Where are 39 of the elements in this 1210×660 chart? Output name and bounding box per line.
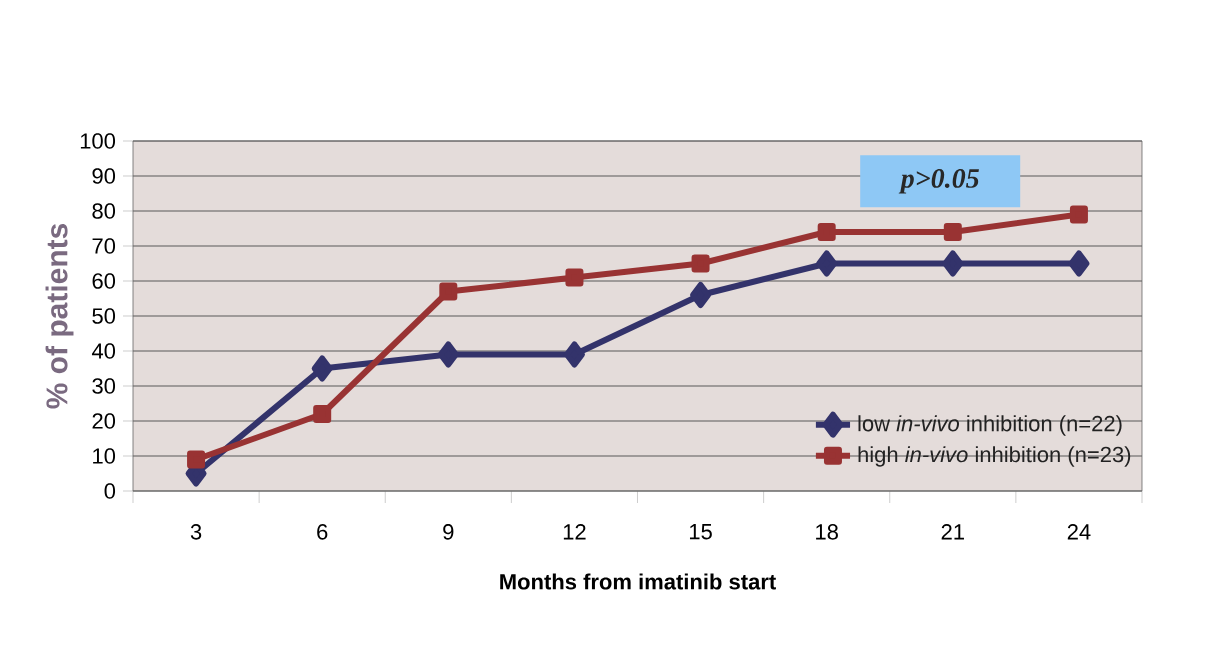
y-tick-label: 100 [80, 133, 116, 149]
x-tick-label: 3 [190, 524, 202, 540]
point [565, 268, 584, 287]
y-tick-label: 70 [92, 238, 116, 254]
y-tick-label: 40 [91, 343, 116, 359]
y-tick-label: 60 [92, 273, 116, 289]
legend-label: high in-vivo inhibition (n=23) [858, 446, 1131, 467]
y-tick-label: 50 [92, 308, 116, 324]
point [187, 450, 206, 469]
x-tick-label: 6 [317, 524, 328, 540]
point [816, 250, 838, 277]
point [437, 341, 459, 368]
y-tick-label: 90 [92, 168, 116, 184]
point [1069, 205, 1088, 224]
point [690, 282, 712, 308]
x-tick-label: 18 [816, 524, 838, 540]
legend-label: low in-vivo inhibition (n=22) [858, 415, 1122, 436]
y-tick-label: 10 [93, 448, 116, 464]
point [942, 250, 964, 277]
point [313, 405, 332, 423]
x-tick-label: 12 [563, 524, 586, 540]
y-tick-label: 30 [92, 378, 116, 394]
x-tick-label: 24 [1067, 524, 1091, 540]
point [943, 223, 962, 241]
y-tick-label: 20 [92, 413, 116, 429]
x-axis-title: Months from imatinib start [500, 573, 776, 590]
y-tick-label: 80 [92, 203, 116, 219]
y-axis-title: % of patients [45, 223, 74, 409]
point [691, 254, 710, 273]
point [439, 282, 458, 301]
point [311, 355, 333, 382]
point [563, 341, 585, 368]
x-tick-label: 9 [443, 524, 454, 540]
x-tick-label: 21 [941, 524, 964, 540]
point [817, 223, 836, 241]
y-tick-label: 0 [104, 483, 116, 499]
annotation: p>0.05 [898, 168, 979, 194]
x-tick-label: 15 [689, 524, 712, 540]
point [1068, 250, 1090, 277]
